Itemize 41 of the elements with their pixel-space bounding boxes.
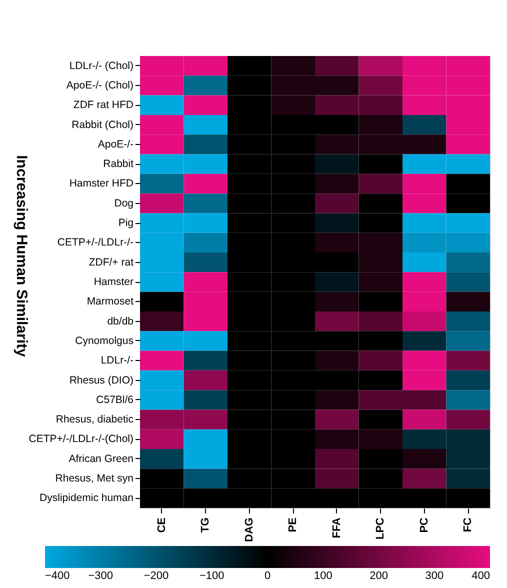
x-tick-label: TG <box>200 518 212 533</box>
color-bar-label: −200 <box>144 570 169 582</box>
y-tick-label: Marmoset <box>86 296 134 308</box>
color-bar-label: −400 <box>45 570 70 582</box>
y-tick-label: Rabbit <box>103 158 134 170</box>
y-tick-label: Rhesus (DIO) <box>69 374 134 386</box>
x-tick-label: FFA <box>330 517 343 538</box>
x-tick-label: FC <box>462 517 474 532</box>
y-tick-label: Rhesus, diabetic <box>56 414 134 426</box>
y-tick-label: Cynomolgus <box>75 334 134 347</box>
color-bar-label: 100 <box>314 570 332 582</box>
y-tick-label: Pig <box>118 217 134 230</box>
color-bar-label: 300 <box>425 570 444 582</box>
color-bar-label: −100 <box>199 570 224 582</box>
x-tick-label: PE <box>287 518 300 532</box>
color-bar-label: −300 <box>88 570 114 582</box>
y-tick-label: CETP+/-/LDLr-/- <box>57 236 134 249</box>
x-tick-label: CE <box>156 518 168 533</box>
x-tick-label: PC <box>418 517 430 533</box>
color-bar-label: 0 <box>264 570 271 582</box>
y-tick-label: Rabbit (Chol) <box>72 118 134 131</box>
y-tick-label: Hamster <box>94 276 134 288</box>
x-tick-label: LPC <box>374 517 387 540</box>
y-tick-label: ApoE-/- <box>98 138 134 150</box>
y-tick-label: CETP+/-/LDLr-/-(Chol) <box>28 433 134 446</box>
y-tick-label: African Green <box>68 452 134 465</box>
y-tick-label: db/db <box>107 315 134 328</box>
y-tick-label: LDLr-/- (Chol) <box>69 60 134 72</box>
color-bar-label: 400 <box>472 570 490 582</box>
y-tick-label: LDLr-/- <box>100 354 134 367</box>
y-tick-label: C57Bl/6 <box>96 394 134 406</box>
color-bar-label: 200 <box>370 570 388 582</box>
y-tick-label: ZDF rat HFD <box>73 99 134 112</box>
x-tick-label: DAG <box>243 518 256 542</box>
y-tick-label: ApoE-/- (Chol) <box>66 79 134 92</box>
y-tick-label: ZDF/+ rat <box>88 256 134 268</box>
y-tick-label: Dyslipidemic human <box>40 492 134 504</box>
y-tick-label: Rhesus, Met syn <box>55 472 134 485</box>
y-tick-label: Dog <box>114 197 134 210</box>
y-tick-label: Hamster HFD <box>69 178 134 190</box>
text: Increasing Human Similarity <box>13 155 30 358</box>
